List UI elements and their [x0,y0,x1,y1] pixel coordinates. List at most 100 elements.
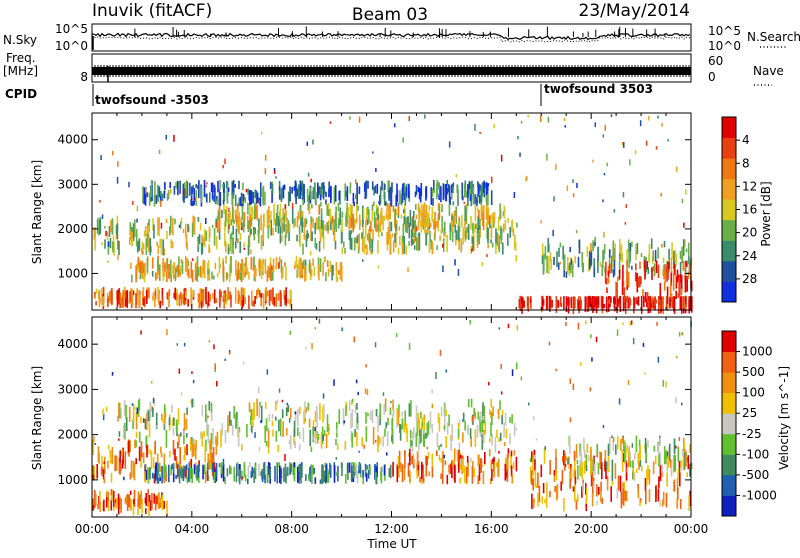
velocity-cell [326,414,329,433]
power-cell [385,210,388,220]
power-cell [400,194,403,206]
power-cell [292,220,295,229]
power-cell [283,213,286,225]
velocity-cell [149,500,152,511]
power-cell [251,209,254,221]
power-cell [322,182,325,200]
velocity-cell [555,457,557,473]
power-cell [374,185,377,194]
velocity-cell [102,468,105,480]
power-sparse-cell [101,242,103,246]
velocity-sparse-cell [445,369,447,373]
velocity-cell [585,503,588,512]
power-cell [371,239,374,253]
power-cell [666,272,668,280]
power-cell [178,256,180,269]
power-cell [240,296,242,306]
power-cell [275,213,278,226]
power-cell [607,270,610,277]
power-cell [151,270,154,277]
velocity-cell [510,454,512,470]
velocity-cell [107,460,109,469]
power-cell [309,187,312,194]
power-cell [244,266,246,272]
velocity-cell [560,481,562,491]
power-cell [166,195,169,201]
power-sparse-cell [474,124,476,131]
velocity-cell [629,461,632,468]
velocity-cell [383,465,386,476]
velocity-cell [440,473,442,480]
velocity-colorbar-frame [721,330,737,517]
velocity-cell [267,461,270,475]
velocity-cell [504,413,507,426]
power-cell [358,233,360,252]
power-cell [252,191,255,204]
power-cell [326,260,329,267]
velocity-cell [612,437,615,451]
velocity-cell [327,475,330,482]
power-cell [448,185,451,203]
power-cell [248,295,250,309]
velocity-cell [183,412,186,431]
velocity-ytick-label: 4000 [57,337,88,351]
power-cell [146,289,148,304]
power-cell [683,296,685,308]
power-colorbar-swatch [722,137,736,159]
velocity-cell [258,463,260,477]
velocity-cell [293,420,296,437]
power-cell [446,180,448,186]
velocity-sparse-cell [382,392,385,396]
power-cell [287,191,290,207]
nsearch-label: N.Search [747,30,800,44]
power-sparse-cell [206,182,208,185]
power-cell [331,264,333,281]
velocity-cell [365,472,368,482]
velocity-cell [554,486,556,492]
velocity-sparse-cell [318,318,321,324]
power-sparse-cell [676,166,678,172]
power-cell [154,181,156,199]
power-cell [417,186,420,193]
velocity-cell [220,429,222,448]
velocity-cell [410,439,412,448]
power-cell [639,275,641,287]
velocity-cell [107,501,110,511]
velocity-cell [139,494,141,510]
power-cell [222,199,225,205]
power-sparse-cell [681,198,684,204]
power-cell [474,194,476,205]
power-cell [323,257,326,263]
power-cell [263,213,265,227]
velocity-cell [135,412,138,430]
power-cell [608,299,611,304]
power-cell [304,218,306,227]
velocity-cell [482,471,485,484]
velocity-sparse-cell [322,393,325,399]
power-cell [180,217,183,224]
power-cell [430,187,433,205]
velocity-cell [657,443,660,455]
power-cell [404,190,407,206]
power-cell [350,212,352,229]
power-cell [258,218,260,234]
power-colorbar-swatch [722,117,736,138]
power-cell [148,234,150,252]
velocity-cell [443,425,446,430]
power-cell [636,242,639,254]
velocity-cell [490,478,492,485]
velocity-cell [205,404,207,422]
velocity-cell [401,464,404,483]
power-cell [320,208,323,216]
velocity-colorbar-tick-label: 1000 [742,345,773,359]
power-cell [371,206,374,221]
power-cell [612,262,614,268]
power-sparse-cell [657,115,659,119]
power-cell [612,254,615,262]
power-cell [487,244,489,249]
velocity-cell [622,482,624,489]
velocity-cell [489,409,491,416]
velocity-cell [172,427,175,436]
velocity-cell [401,418,404,430]
velocity-cell [250,408,253,421]
